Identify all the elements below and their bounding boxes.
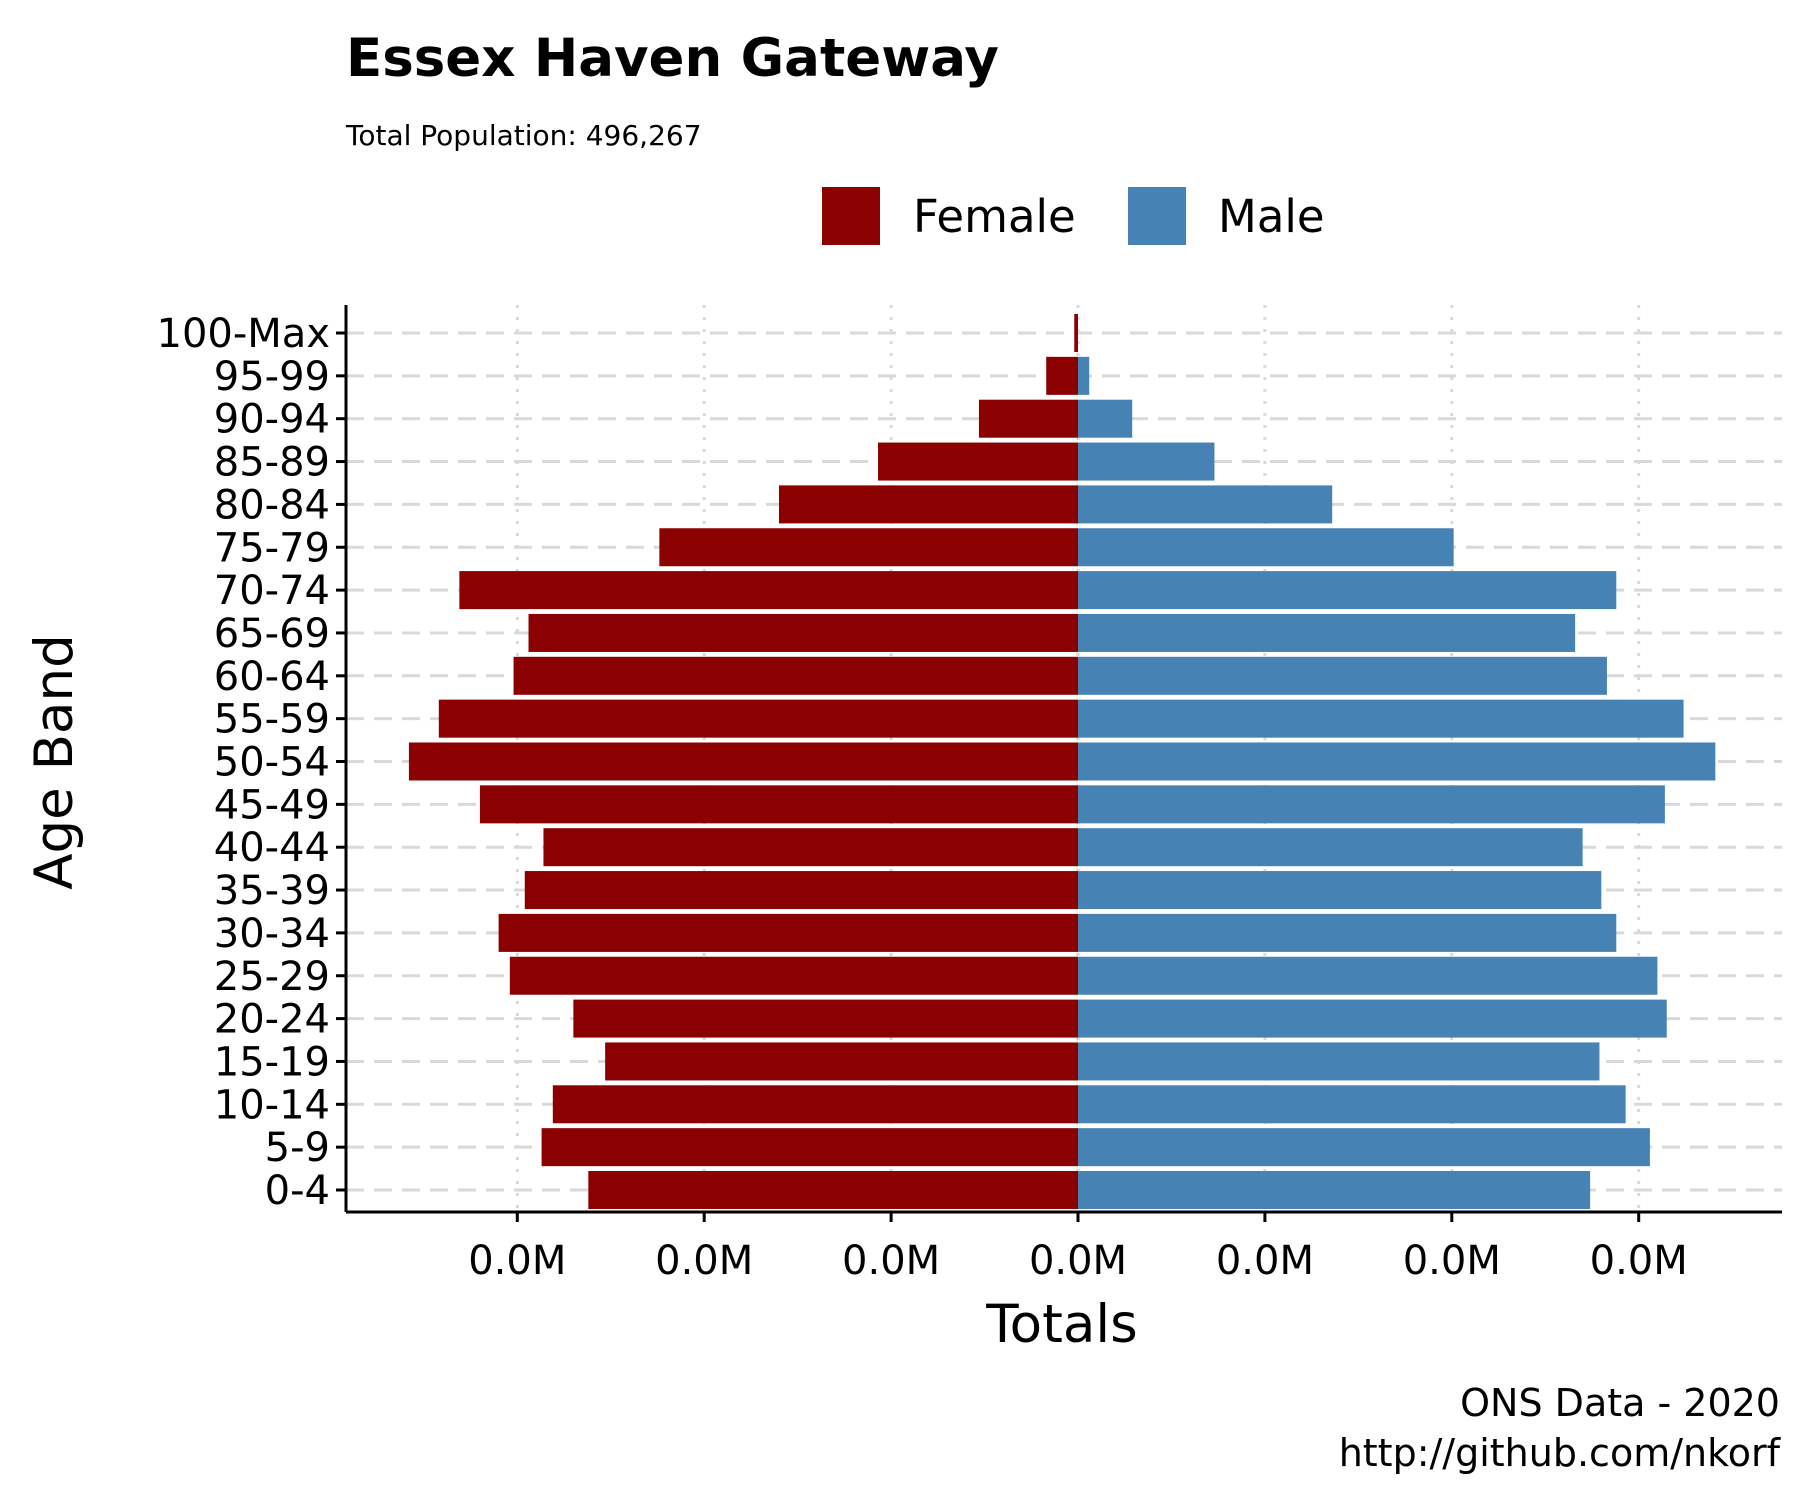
y-tick-label: 80-84 — [214, 482, 330, 528]
bar-female-65-69 — [528, 613, 1078, 652]
bar-female-20-24 — [573, 999, 1078, 1038]
bar-female-15-19 — [605, 1042, 1078, 1081]
bar-female-25-29 — [509, 956, 1079, 995]
bar-male-60-64 — [1078, 656, 1607, 695]
y-tick-label: 35-39 — [214, 868, 330, 914]
caption-source: ONS Data - 2020 — [1460, 1381, 1780, 1425]
bar-female-5-9 — [541, 1128, 1078, 1167]
bar-female-100-Max — [1074, 314, 1078, 352]
y-tick-label: 20-24 — [214, 997, 330, 1043]
bar-male-0-4 — [1078, 1171, 1591, 1209]
y-tick-label: 0-4 — [265, 1168, 330, 1214]
bar-male-95-99 — [1078, 356, 1090, 395]
bar-male-85-89 — [1078, 442, 1215, 481]
x-axis-title: Totals — [985, 1294, 1137, 1355]
bar-female-70-74 — [459, 571, 1079, 610]
bar-male-5-9 — [1078, 1128, 1650, 1167]
chart-subtitle: Total Population: 496,267 — [345, 119, 702, 152]
bar-female-45-49 — [479, 785, 1078, 824]
y-tick-label: 95-99 — [214, 354, 330, 400]
y-tick-label: 15-19 — [214, 1039, 330, 1085]
y-tick-label: 55-59 — [214, 697, 330, 743]
y-axis-title: Age Band — [24, 634, 85, 889]
bar-male-80-84 — [1078, 485, 1333, 524]
bar-female-0-4 — [588, 1171, 1078, 1209]
y-tick-label: 90-94 — [214, 397, 330, 443]
y-tick-label: 45-49 — [214, 782, 330, 828]
chart-title: Essex Haven Gateway — [346, 28, 999, 89]
bar-male-30-34 — [1078, 913, 1617, 952]
bar-female-10-14 — [552, 1085, 1078, 1124]
bar-male-10-14 — [1078, 1085, 1626, 1124]
y-tick-label: 70-74 — [214, 568, 330, 614]
y-tick-label: 60-64 — [214, 654, 330, 700]
bar-female-90-94 — [978, 399, 1078, 438]
bar-female-80-84 — [778, 485, 1078, 524]
bar-male-50-54 — [1078, 742, 1716, 781]
x-tick-label: 0.0M — [1216, 1238, 1314, 1284]
bar-male-55-59 — [1078, 699, 1684, 738]
bar-male-65-69 — [1078, 613, 1576, 652]
bar-male-20-24 — [1078, 999, 1667, 1038]
bar-female-50-54 — [408, 742, 1078, 781]
bar-male-70-74 — [1078, 571, 1617, 610]
legend-label-male: Male — [1218, 190, 1325, 243]
x-tick-label: 0.0M — [655, 1238, 753, 1284]
bar-female-85-89 — [878, 442, 1078, 481]
legend: Female Male — [822, 187, 1325, 245]
x-tick-label: 0.0M — [468, 1238, 566, 1284]
y-tick-labels: 0-45-910-1415-1920-2425-2930-3435-3940-4… — [157, 311, 330, 1214]
axes — [336, 305, 1782, 1222]
y-tick-label: 30-34 — [214, 911, 330, 957]
bar-female-55-59 — [438, 699, 1078, 738]
y-tick-label: 25-29 — [214, 954, 330, 1000]
x-tick-label: 0.0M — [1403, 1238, 1501, 1284]
legend-swatch-female — [822, 187, 880, 245]
y-tick-label: 75-79 — [214, 525, 330, 571]
bar-male-75-79 — [1078, 528, 1454, 567]
x-tick-labels: 0.0M 0.0M 0.0M 0.0M 0.0M 0.0M 0.0M — [468, 1238, 1688, 1284]
y-tick-label: 65-69 — [214, 611, 330, 657]
bar-female-75-79 — [659, 528, 1078, 567]
bar-female-60-64 — [513, 656, 1078, 695]
legend-swatch-male — [1128, 187, 1186, 245]
legend-label-female: Female — [913, 190, 1076, 243]
y-tick-label: 40-44 — [214, 825, 330, 871]
bar-female-30-34 — [498, 913, 1078, 952]
x-tick-label: 0.0M — [842, 1238, 940, 1284]
x-tick-label: 0.0M — [1029, 1238, 1127, 1284]
x-tick-label: 0.0M — [1590, 1238, 1688, 1284]
y-tick-label: 100-Max — [157, 311, 330, 357]
bar-female-95-99 — [1046, 356, 1078, 395]
bar-male-35-39 — [1078, 871, 1602, 910]
y-tick-label: 50-54 — [214, 740, 330, 786]
bar-female-40-44 — [543, 828, 1078, 867]
bar-male-15-19 — [1078, 1042, 1600, 1081]
bar-male-25-29 — [1078, 956, 1658, 995]
bar-male-90-94 — [1078, 399, 1133, 438]
y-tick-label: 85-89 — [214, 440, 330, 486]
y-tick-label: 5-9 — [265, 1125, 330, 1171]
bars — [408, 314, 1716, 1209]
bar-male-40-44 — [1078, 828, 1583, 867]
y-tick-label: 10-14 — [214, 1082, 330, 1128]
caption-url: http://github.com/nkorf — [1339, 1431, 1782, 1475]
bar-female-35-39 — [524, 871, 1078, 910]
bar-male-45-49 — [1078, 785, 1665, 824]
